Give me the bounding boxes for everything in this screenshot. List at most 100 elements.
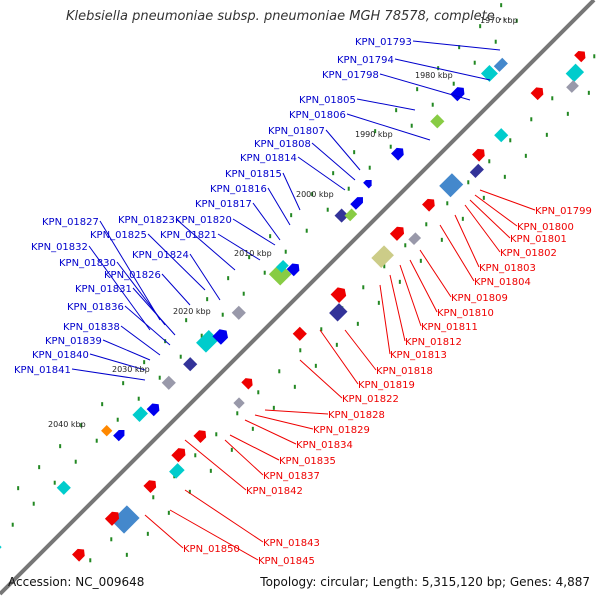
gene-label-kpn_01815[interactable]: KPN_01815 xyxy=(225,169,282,180)
track-tick xyxy=(167,510,170,515)
gene-feature[interactable] xyxy=(0,541,2,556)
gene-label-kpn_01836[interactable]: KPN_01836 xyxy=(67,302,124,313)
track-tick xyxy=(53,480,56,485)
gene-label-kpn_01821[interactable]: KPN_01821 xyxy=(160,230,217,241)
gene-feature[interactable] xyxy=(530,85,547,101)
gene-label-kpn_01816[interactable]: KPN_01816 xyxy=(210,184,267,195)
gene-feature[interactable] xyxy=(56,480,71,495)
gene-label-kpn_01810[interactable]: KPN_01810 xyxy=(437,308,494,319)
gene-feature[interactable] xyxy=(439,173,464,198)
gene-label-kpn_01818[interactable]: KPN_01818 xyxy=(376,366,433,377)
gene-label-kpn_01805[interactable]: KPN_01805 xyxy=(299,95,356,106)
gene-feature[interactable] xyxy=(493,57,508,72)
gene-label-kpn_01842[interactable]: KPN_01842 xyxy=(246,486,303,497)
gene-feature[interactable] xyxy=(389,224,407,241)
gene-label-kpn_01820[interactable]: KPN_01820 xyxy=(175,215,232,226)
gene-label-kpn_01841[interactable]: KPN_01841 xyxy=(14,365,71,376)
gene-feature[interactable] xyxy=(330,285,349,303)
gene-feature[interactable] xyxy=(363,177,374,189)
gene-feature[interactable] xyxy=(574,48,588,63)
gene-feature[interactable] xyxy=(276,260,289,273)
gene-label-kpn_01802[interactable]: KPN_01802 xyxy=(500,248,557,259)
gene-feature[interactable] xyxy=(334,208,349,223)
gene-label-kpn_01831[interactable]: KPN_01831 xyxy=(75,284,132,295)
gene-feature[interactable] xyxy=(196,330,219,353)
gene-label-kpn_01812[interactable]: KPN_01812 xyxy=(405,337,462,348)
gene-feature[interactable] xyxy=(143,477,159,493)
gene-label-kpn_01823[interactable]: KPN_01823 xyxy=(118,215,175,226)
gene-label-kpn_01807[interactable]: KPN_01807 xyxy=(268,126,325,137)
gene-label-kpn_01801[interactable]: KPN_01801 xyxy=(510,234,567,245)
gene-label-kpn_01808[interactable]: KPN_01808 xyxy=(254,139,311,150)
gene-feature[interactable] xyxy=(101,425,113,437)
track-tick xyxy=(221,312,224,317)
gene-feature[interactable] xyxy=(430,114,445,129)
gene-feature[interactable] xyxy=(494,128,509,143)
gene-label-kpn_01850[interactable]: KPN_01850 xyxy=(183,544,240,555)
gene-feature[interactable] xyxy=(183,357,198,372)
gene-feature[interactable] xyxy=(231,305,246,320)
track-tick xyxy=(440,237,443,242)
gene-feature[interactable] xyxy=(132,406,148,422)
gene-feature[interactable] xyxy=(329,303,348,322)
gene-label-kpn_01817[interactable]: KPN_01817 xyxy=(195,199,252,210)
gene-label-kpn_01834[interactable]: KPN_01834 xyxy=(296,440,353,451)
gene-label-kpn_01840[interactable]: KPN_01840 xyxy=(32,350,89,361)
gene-label-kpn_01814[interactable]: KPN_01814 xyxy=(240,153,297,164)
gene-feature[interactable] xyxy=(233,397,245,409)
gene-label-kpn_01803[interactable]: KPN_01803 xyxy=(479,263,536,274)
gene-feature[interactable] xyxy=(212,326,230,345)
gene-label-kpn_01832[interactable]: KPN_01832 xyxy=(31,242,88,253)
gene-feature[interactable] xyxy=(171,445,188,463)
gene-feature[interactable] xyxy=(472,146,488,162)
gene-label-kpn_01838[interactable]: KPN_01838 xyxy=(63,322,120,333)
gene-feature[interactable] xyxy=(286,261,303,277)
gene-feature[interactable] xyxy=(344,208,358,222)
gene-label-kpn_01825[interactable]: KPN_01825 xyxy=(90,230,147,241)
gene-label-kpn_01835[interactable]: KPN_01835 xyxy=(279,456,336,467)
gene-feature[interactable] xyxy=(566,80,579,93)
gene-label-kpn_01798[interactable]: KPN_01798 xyxy=(322,70,379,81)
gene-feature[interactable] xyxy=(565,63,585,83)
track-tick xyxy=(194,453,197,458)
gene-label-kpn_01811[interactable]: KPN_01811 xyxy=(421,322,478,333)
gene-label-kpn_01822[interactable]: KPN_01822 xyxy=(342,394,399,405)
gene-label-kpn_01799[interactable]: KPN_01799 xyxy=(535,206,592,217)
gene-label-kpn_01806[interactable]: KPN_01806 xyxy=(289,110,346,121)
gene-feature[interactable] xyxy=(391,145,407,161)
gene-feature[interactable] xyxy=(193,427,209,443)
scale-tick-label: 1980 kbp xyxy=(415,71,453,80)
gene-label-kpn_01839[interactable]: KPN_01839 xyxy=(45,336,102,347)
gene-feature[interactable] xyxy=(111,505,140,534)
gene-label-kpn_01800[interactable]: KPN_01800 xyxy=(517,222,574,233)
gene-label-kpn_01794[interactable]: KPN_01794 xyxy=(337,55,394,66)
gene-label-kpn_01829[interactable]: KPN_01829 xyxy=(313,425,370,436)
gene-label-kpn_01793[interactable]: KPN_01793 xyxy=(355,37,412,48)
gene-label-kpn_01828[interactable]: KPN_01828 xyxy=(328,410,385,421)
gene-feature[interactable] xyxy=(72,546,88,562)
gene-feature[interactable] xyxy=(146,401,163,417)
gene-feature[interactable] xyxy=(408,232,422,246)
gene-label-kpn_01813[interactable]: KPN_01813 xyxy=(390,350,447,361)
gene-label-kpn_01804[interactable]: KPN_01804 xyxy=(474,277,531,288)
gene-feature[interactable] xyxy=(161,375,176,390)
gene-feature[interactable] xyxy=(469,163,484,178)
gene-feature[interactable] xyxy=(371,245,394,268)
gene-label-kpn_01845[interactable]: KPN_01845 xyxy=(258,556,315,567)
gene-feature[interactable] xyxy=(241,375,255,390)
gene-feature[interactable] xyxy=(292,326,307,341)
gene-label-kpn_01837[interactable]: KPN_01837 xyxy=(263,471,320,482)
gene-label-kpn_01824[interactable]: KPN_01824 xyxy=(132,250,189,261)
gene-feature[interactable] xyxy=(113,427,127,442)
gene-feature[interactable] xyxy=(422,196,438,212)
track-tick xyxy=(335,342,338,347)
gene-label-kpn_01826[interactable]: KPN_01826 xyxy=(104,270,161,281)
gene-label-kpn_01819[interactable]: KPN_01819 xyxy=(358,380,415,391)
gene-label-kpn_01827[interactable]: KPN_01827 xyxy=(42,217,99,228)
gene-feature[interactable] xyxy=(350,194,366,210)
gene-label-kpn_01830[interactable]: KPN_01830 xyxy=(59,258,116,269)
gene-label-kpn_01843[interactable]: KPN_01843 xyxy=(263,538,320,549)
gene-leader-line xyxy=(346,113,431,141)
gene-feature[interactable] xyxy=(169,463,185,479)
gene-label-kpn_01809[interactable]: KPN_01809 xyxy=(451,293,508,304)
